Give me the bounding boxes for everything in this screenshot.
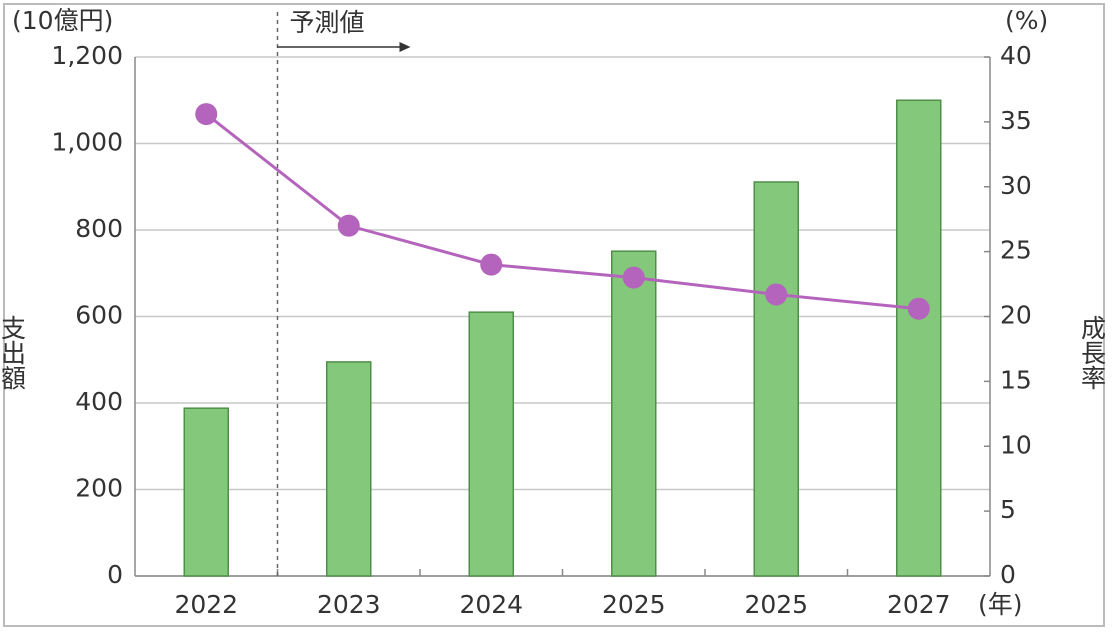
bar [183, 407, 229, 577]
bar [611, 250, 657, 577]
bar [896, 99, 942, 577]
y2-tick-label: 10 [1000, 430, 1032, 459]
y2-tick-label: 20 [1000, 301, 1032, 330]
y-axis-label: 支出額 [0, 315, 27, 390]
y2-tick-label: 0 [1000, 560, 1016, 589]
y2-tick-label: 15 [1000, 365, 1032, 394]
x-tick-label: 2025 [602, 590, 666, 619]
x-tick-label: 2022 [174, 590, 238, 619]
y-tick-label: 600 [75, 301, 123, 330]
x-tick-label: 2024 [459, 590, 523, 619]
bar [326, 361, 372, 577]
y2-unit: (%) [1005, 6, 1048, 35]
x-unit: (年) [978, 590, 1023, 619]
bar [753, 181, 799, 577]
line-point [480, 253, 503, 276]
y-tick-label: 0 [107, 560, 123, 589]
y-tick-label: 1,000 [51, 128, 123, 157]
y-tick-label: 1,200 [51, 41, 123, 70]
y2-tick-label: 5 [1000, 495, 1016, 524]
y2-axis-label: 成長率 [1078, 315, 1107, 390]
line-point [907, 297, 930, 320]
forecast-arrowhead [399, 42, 411, 52]
x-tick-label: 2023 [317, 590, 381, 619]
x-tick-label: 2027 [887, 590, 951, 619]
line-point [195, 103, 218, 126]
line-point [337, 214, 360, 237]
line [205, 112, 919, 311]
y2-tick-label: 35 [1000, 106, 1032, 135]
y2-tick-label: 30 [1000, 171, 1032, 200]
y2-tick-label: 40 [1000, 41, 1032, 70]
line-point [622, 266, 645, 289]
line-point [765, 283, 788, 306]
forecast-label: 予測値 [290, 8, 365, 37]
y-tick-label: 800 [75, 214, 123, 243]
y2-tick-label: 25 [1000, 236, 1032, 265]
bar [468, 311, 514, 577]
y-tick-label: 200 [75, 474, 123, 503]
y-unit: (10億円) [12, 6, 113, 35]
x-tick-label: 2025 [744, 590, 808, 619]
y-tick-label: 400 [75, 387, 123, 416]
